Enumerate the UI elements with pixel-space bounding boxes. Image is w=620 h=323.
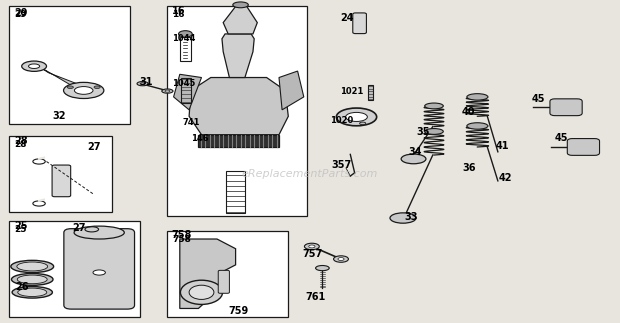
Text: 758: 758 bbox=[172, 230, 192, 240]
Ellipse shape bbox=[189, 285, 214, 299]
Text: 40: 40 bbox=[461, 108, 475, 117]
FancyBboxPatch shape bbox=[218, 270, 229, 293]
Ellipse shape bbox=[338, 258, 344, 260]
Ellipse shape bbox=[12, 287, 52, 298]
Polygon shape bbox=[223, 5, 257, 34]
Polygon shape bbox=[189, 78, 288, 135]
Ellipse shape bbox=[467, 94, 488, 100]
FancyBboxPatch shape bbox=[550, 99, 582, 116]
Text: 29: 29 bbox=[14, 8, 28, 18]
Ellipse shape bbox=[467, 123, 488, 129]
FancyBboxPatch shape bbox=[353, 13, 366, 34]
Text: 31: 31 bbox=[140, 78, 153, 87]
FancyBboxPatch shape bbox=[9, 6, 130, 124]
Ellipse shape bbox=[401, 154, 426, 164]
Text: 27: 27 bbox=[87, 142, 100, 152]
Text: 34: 34 bbox=[409, 148, 422, 157]
Ellipse shape bbox=[12, 274, 53, 285]
Text: 45: 45 bbox=[531, 94, 545, 103]
Ellipse shape bbox=[29, 64, 40, 68]
Text: 16: 16 bbox=[172, 6, 185, 16]
FancyBboxPatch shape bbox=[167, 6, 307, 216]
Ellipse shape bbox=[140, 83, 145, 85]
Text: 741: 741 bbox=[183, 118, 200, 127]
Ellipse shape bbox=[334, 256, 348, 262]
Text: 357: 357 bbox=[332, 160, 352, 170]
Text: 146: 146 bbox=[191, 134, 208, 143]
FancyBboxPatch shape bbox=[167, 231, 288, 317]
FancyBboxPatch shape bbox=[52, 165, 71, 197]
Text: 27: 27 bbox=[73, 223, 86, 233]
Ellipse shape bbox=[360, 122, 366, 125]
Ellipse shape bbox=[162, 89, 173, 93]
Ellipse shape bbox=[137, 82, 148, 86]
Ellipse shape bbox=[425, 129, 443, 134]
Polygon shape bbox=[36, 65, 92, 89]
Ellipse shape bbox=[22, 61, 46, 71]
Text: 45: 45 bbox=[555, 133, 569, 143]
FancyBboxPatch shape bbox=[9, 221, 140, 317]
Text: 25: 25 bbox=[14, 221, 28, 231]
FancyBboxPatch shape bbox=[64, 229, 135, 309]
Polygon shape bbox=[174, 74, 202, 110]
Ellipse shape bbox=[304, 243, 319, 250]
Text: 28: 28 bbox=[14, 140, 27, 149]
Text: 1045: 1045 bbox=[172, 79, 196, 89]
Ellipse shape bbox=[67, 86, 73, 89]
Text: 36: 36 bbox=[462, 163, 476, 173]
Text: 41: 41 bbox=[496, 141, 510, 151]
Ellipse shape bbox=[346, 112, 367, 121]
Text: 35: 35 bbox=[417, 128, 430, 137]
Text: 29: 29 bbox=[14, 10, 27, 19]
Ellipse shape bbox=[309, 245, 315, 248]
Text: 759: 759 bbox=[229, 307, 249, 316]
FancyBboxPatch shape bbox=[198, 135, 279, 147]
Text: 1044: 1044 bbox=[172, 34, 196, 43]
Text: eReplacementParts.com: eReplacementParts.com bbox=[242, 170, 378, 179]
Ellipse shape bbox=[17, 262, 48, 271]
FancyBboxPatch shape bbox=[368, 85, 373, 100]
Text: 16: 16 bbox=[172, 10, 185, 19]
FancyBboxPatch shape bbox=[567, 139, 600, 155]
Ellipse shape bbox=[390, 213, 416, 223]
Text: 24: 24 bbox=[340, 13, 354, 23]
Ellipse shape bbox=[11, 260, 54, 273]
Polygon shape bbox=[279, 71, 304, 110]
Text: 25: 25 bbox=[14, 225, 27, 234]
Ellipse shape bbox=[74, 87, 93, 94]
Ellipse shape bbox=[74, 226, 124, 239]
Text: 757: 757 bbox=[303, 249, 323, 258]
Ellipse shape bbox=[165, 90, 170, 92]
Ellipse shape bbox=[336, 108, 376, 126]
Ellipse shape bbox=[425, 103, 443, 109]
Text: 761: 761 bbox=[306, 292, 326, 301]
Polygon shape bbox=[222, 34, 254, 78]
Ellipse shape bbox=[94, 86, 100, 89]
Ellipse shape bbox=[233, 2, 248, 8]
Text: 1020: 1020 bbox=[330, 116, 353, 125]
Ellipse shape bbox=[93, 270, 105, 275]
Text: 26: 26 bbox=[16, 283, 29, 292]
FancyBboxPatch shape bbox=[9, 136, 112, 212]
Text: 33: 33 bbox=[404, 212, 418, 222]
Ellipse shape bbox=[17, 275, 47, 284]
Text: 758: 758 bbox=[172, 235, 191, 244]
Text: 42: 42 bbox=[498, 173, 512, 183]
Text: 28: 28 bbox=[14, 136, 28, 146]
Ellipse shape bbox=[18, 288, 46, 297]
Text: 1021: 1021 bbox=[340, 87, 363, 96]
Ellipse shape bbox=[180, 280, 223, 304]
Text: 32: 32 bbox=[53, 111, 66, 121]
Ellipse shape bbox=[63, 82, 104, 99]
Ellipse shape bbox=[316, 266, 329, 271]
Ellipse shape bbox=[179, 31, 192, 37]
Polygon shape bbox=[180, 239, 236, 308]
